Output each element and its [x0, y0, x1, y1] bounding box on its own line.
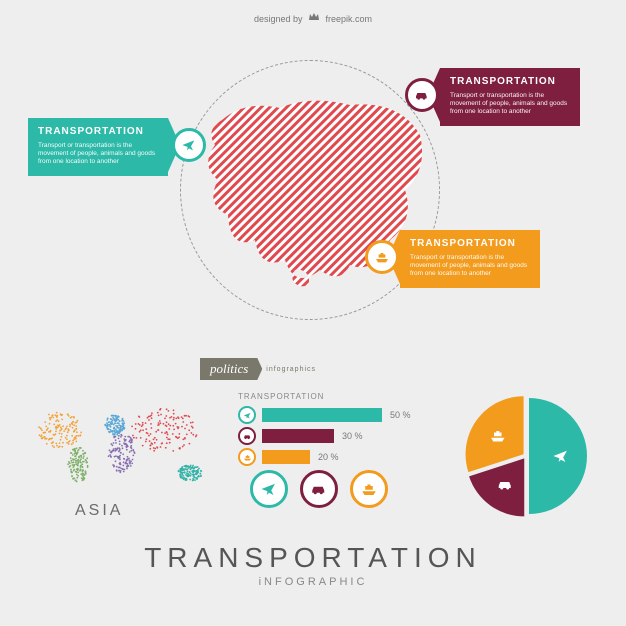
bar-pct: 50 % — [390, 410, 411, 420]
region-label: ASIA — [75, 502, 123, 520]
bar — [262, 429, 334, 443]
ship-icon — [350, 470, 388, 508]
bar — [262, 450, 310, 464]
footer-main: TRANSPORTATION — [0, 542, 626, 574]
politics-word: politics — [200, 358, 262, 380]
icon-trio — [250, 470, 388, 508]
pie-chart — [465, 395, 587, 517]
bar — [262, 408, 382, 422]
world-map — [30, 395, 220, 495]
plane-icon — [172, 128, 206, 162]
bar-row: 30 % — [238, 428, 438, 444]
footer-title: TRANSPORTATION iNFOGRAPHIC — [0, 542, 626, 588]
callout-body: Transport or transportation is the movem… — [450, 92, 570, 116]
bars-title: TRANSPORTATION — [238, 392, 438, 401]
bar-row: 50 % — [238, 407, 438, 423]
credit-site: freepik.com — [326, 14, 373, 24]
callout-title: TRANSPORTATION — [450, 76, 570, 89]
bar-row: 20 % — [238, 449, 438, 465]
bars-section: TRANSPORTATION 50 % 30 % 20 % — [238, 392, 438, 470]
politics-sub: infographics — [266, 366, 316, 373]
callout-teal: TRANSPORTATION Transport or transportati… — [28, 118, 168, 176]
car-icon — [238, 427, 256, 445]
callout-body: Transport or transportation is the movem… — [410, 254, 530, 278]
callout-body: Transport or transportation is the movem… — [38, 142, 158, 166]
callout-title: TRANSPORTATION — [410, 238, 530, 251]
bar-pct: 30 % — [342, 431, 363, 441]
plane-icon — [238, 406, 256, 424]
car-icon — [300, 470, 338, 508]
footer-sub: iNFOGRAPHIC — [0, 576, 626, 588]
car-icon — [405, 78, 439, 112]
callout-title: TRANSPORTATION — [38, 126, 158, 139]
politics-label: politics infographics — [200, 358, 420, 380]
credit-prefix: designed by — [254, 14, 303, 24]
ship-icon — [238, 448, 256, 466]
bar-pct: 20 % — [318, 452, 339, 462]
callout-orange: TRANSPORTATION Transport or transportati… — [400, 230, 540, 288]
crown-icon — [308, 12, 320, 24]
plane-icon — [250, 470, 288, 508]
ship-icon — [365, 240, 399, 274]
credit-line: designed by freepik.com — [0, 12, 626, 24]
callout-maroon: TRANSPORTATION Transport or transportati… — [440, 68, 580, 126]
